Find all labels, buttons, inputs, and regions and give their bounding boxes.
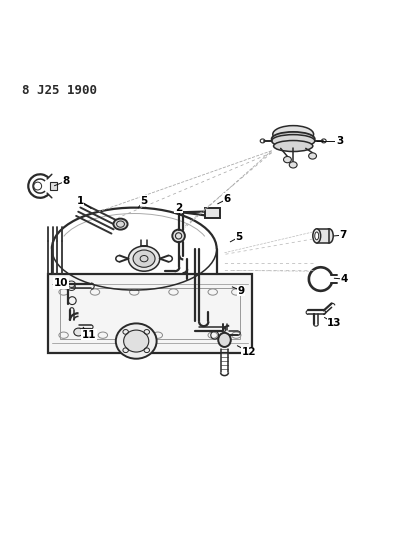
Text: 5: 5: [235, 232, 243, 242]
Ellipse shape: [74, 328, 83, 336]
Text: 10: 10: [54, 278, 68, 288]
Ellipse shape: [289, 161, 297, 168]
Ellipse shape: [273, 141, 313, 151]
Ellipse shape: [116, 324, 157, 359]
Text: 8: 8: [63, 176, 70, 186]
Ellipse shape: [273, 126, 314, 143]
Text: 7: 7: [339, 230, 347, 240]
Text: 2: 2: [175, 203, 182, 213]
Text: 1: 1: [76, 196, 84, 206]
Ellipse shape: [218, 333, 231, 347]
Ellipse shape: [326, 229, 333, 243]
Ellipse shape: [315, 232, 319, 240]
Polygon shape: [217, 340, 232, 348]
Bar: [48, 274, 252, 353]
Text: 3: 3: [336, 136, 343, 146]
Ellipse shape: [271, 132, 315, 146]
Text: 13: 13: [327, 318, 341, 328]
Ellipse shape: [172, 230, 185, 242]
Text: 9: 9: [238, 286, 245, 296]
Bar: [205, 208, 220, 218]
Ellipse shape: [113, 219, 128, 230]
Bar: [60, 288, 240, 339]
Text: 12: 12: [242, 347, 256, 357]
Ellipse shape: [271, 135, 315, 147]
Text: 5: 5: [140, 196, 148, 206]
Ellipse shape: [313, 229, 321, 243]
Ellipse shape: [133, 250, 155, 267]
Text: 8 J25 1900: 8 J25 1900: [22, 84, 98, 97]
Bar: [317, 229, 329, 243]
Text: 4: 4: [341, 274, 348, 284]
Text: 6: 6: [224, 194, 231, 204]
Ellipse shape: [124, 330, 149, 352]
Bar: [50, 182, 57, 190]
Ellipse shape: [129, 246, 160, 271]
Ellipse shape: [283, 157, 291, 163]
Ellipse shape: [308, 153, 316, 159]
Text: 11: 11: [82, 330, 96, 340]
